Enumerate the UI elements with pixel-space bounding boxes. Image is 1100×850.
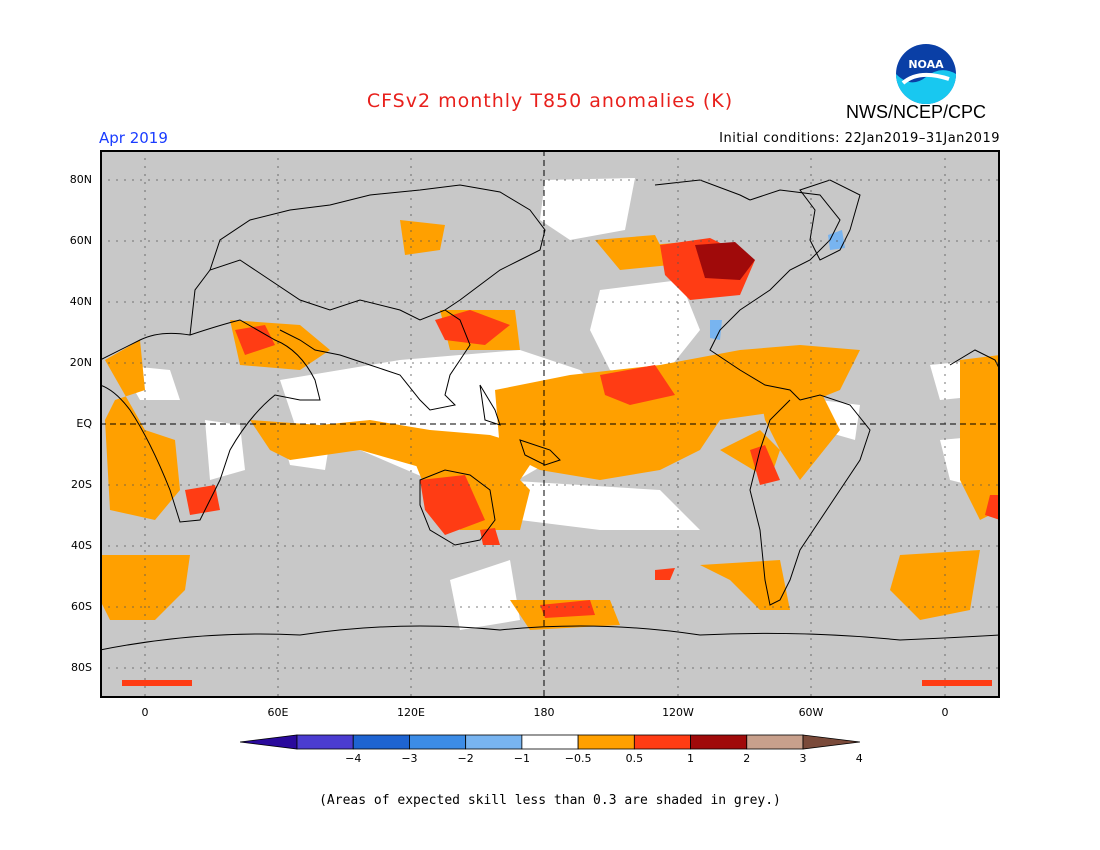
noaa-logo-text: NOAA <box>908 58 944 71</box>
lon-label-0-right: 0 <box>941 706 949 719</box>
chart-title: CFSv2 monthly T850 anomalies (K) <box>366 90 734 112</box>
target-month-label: Apr 2019 <box>99 129 168 147</box>
footnote: (Areas of expected skill less than 0.3 a… <box>319 793 781 808</box>
lat-label-eq: EQ <box>76 417 92 430</box>
noaa-logo: NOAA <box>896 44 956 104</box>
lon-label-0-left: 0 <box>141 706 149 719</box>
colorbar-swatch <box>409 734 467 750</box>
lat-label-60n: 60N <box>69 234 92 247</box>
lat-label-60s: 60S <box>71 600 92 613</box>
colorbar-tick-label: −4 <box>345 752 362 765</box>
lat-label-40n: 40N <box>69 295 92 308</box>
colorbar-tick-label: −1 <box>513 752 530 765</box>
lon-label-120e: 120E <box>397 706 425 719</box>
lon-label-60e: 60E <box>267 706 289 719</box>
reference-lines <box>100 150 1000 698</box>
lon-label-180: 180 <box>533 706 555 719</box>
lat-label-80s: 80S <box>71 661 92 674</box>
colorbar-swatch <box>633 734 691 750</box>
coastlines <box>100 179 1000 651</box>
colorbar-swatch <box>577 734 635 750</box>
colorbar-tick-label: 2 <box>743 752 751 765</box>
colorbar-tick-label: 3 <box>799 752 807 765</box>
lat-label-80n: 80N <box>69 173 92 186</box>
colorbar-tick-label: −3 <box>401 752 418 765</box>
initial-conditions-label: Initial conditions: 22Jan2019–31Jan2019 <box>719 131 1000 146</box>
lat-label-20n: 20N <box>69 356 92 369</box>
colorbar-swatch <box>296 734 354 750</box>
colorbar-max-arrow <box>802 734 860 750</box>
colorbar-min-arrow <box>240 734 298 750</box>
colorbar-tick-label: 0.5 <box>625 752 644 765</box>
colorbar-tick-label: 4 <box>855 752 863 765</box>
anomaly-2-to-3-regions <box>695 242 755 280</box>
colorbar-swatch <box>465 734 523 750</box>
colorbar-swatch <box>352 734 410 750</box>
lon-label-60w: 60W <box>798 706 824 719</box>
map-frame <box>100 150 1000 698</box>
colorbar-tick-label: −2 <box>457 752 474 765</box>
colorbar-swatch <box>746 734 804 750</box>
colorbar <box>240 734 860 750</box>
anomaly-map <box>100 150 1000 698</box>
colorbar-tick-label: −0.5 <box>564 752 592 765</box>
colorbar-swatch <box>690 734 748 750</box>
agency-label: NWS/NCEP/CPC <box>846 102 987 122</box>
colorbar-swatch <box>521 734 579 750</box>
lon-label-120w: 120W <box>662 706 694 719</box>
colorbar-tick-label: 1 <box>687 752 695 765</box>
lat-label-20s: 20S <box>71 478 92 491</box>
lat-label-40s: 40S <box>71 539 92 552</box>
